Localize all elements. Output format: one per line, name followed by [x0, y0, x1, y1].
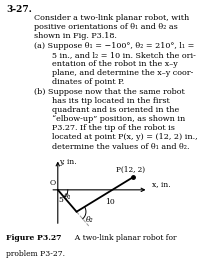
Text: problem P3-27.: problem P3-27.: [6, 250, 65, 258]
Text: “elbow-up” position, as shown in: “elbow-up” position, as shown in: [52, 115, 185, 123]
Text: 5 in., and l₂ = 10 in. Sketch the ori-: 5 in., and l₂ = 10 in. Sketch the ori-: [52, 51, 196, 59]
Text: dinates of point P.: dinates of point P.: [52, 78, 124, 86]
Text: (b) Suppose now that the same robot: (b) Suppose now that the same robot: [34, 88, 185, 95]
Text: Consider a two-link planar robot, with: Consider a two-link planar robot, with: [34, 14, 189, 22]
Text: positive orientations of θ₁ and θ₂ as: positive orientations of θ₁ and θ₂ as: [34, 23, 178, 31]
Text: shown in Fig. P3.18.: shown in Fig. P3.18.: [34, 32, 117, 40]
Text: x, in.: x, in.: [152, 181, 170, 189]
Text: θ₁: θ₁: [64, 193, 72, 202]
Text: O: O: [50, 179, 56, 187]
Text: Figure P3.27: Figure P3.27: [6, 234, 62, 242]
Text: y, in.: y, in.: [59, 158, 77, 166]
Text: determine the values of θ₁ and θ₂.: determine the values of θ₁ and θ₂.: [52, 143, 190, 151]
Text: plane, and determine the x–y coor-: plane, and determine the x–y coor-: [52, 69, 193, 77]
Text: entation of the robot in the x–y: entation of the robot in the x–y: [52, 60, 178, 68]
Text: 3-27.: 3-27.: [6, 5, 32, 14]
Text: located at point P(x, y) = (12, 2) in.,: located at point P(x, y) = (12, 2) in.,: [52, 133, 198, 142]
Text: has its tip located in the first: has its tip located in the first: [52, 97, 170, 105]
Text: P3.27. If the tip of the robot is: P3.27. If the tip of the robot is: [52, 124, 175, 132]
Text: P(12, 2): P(12, 2): [116, 166, 146, 174]
Text: 10: 10: [105, 198, 115, 206]
Text: (a) Suppose θ₁ = −100°, θ₂ = 210°, l₁ =: (a) Suppose θ₁ = −100°, θ₂ = 210°, l₁ =: [34, 42, 194, 50]
Text: θ₂: θ₂: [86, 216, 94, 224]
Text: A two-link planar robot for: A two-link planar robot for: [70, 234, 177, 242]
Text: 5: 5: [58, 196, 63, 204]
Text: quadrant and is oriented in the: quadrant and is oriented in the: [52, 106, 179, 114]
